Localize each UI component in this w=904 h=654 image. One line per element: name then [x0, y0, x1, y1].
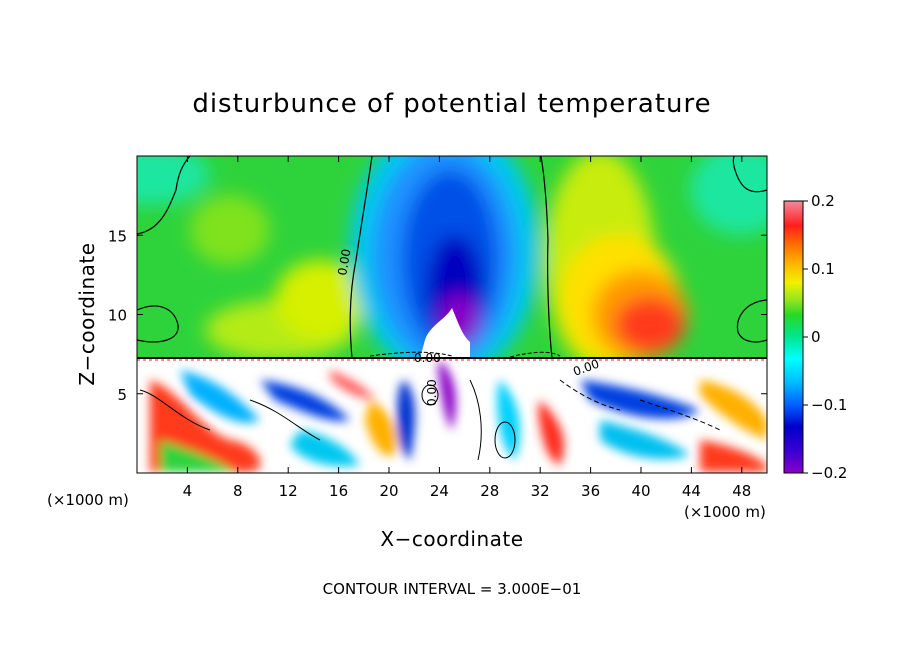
colorbar-tick-label: 0.2: [811, 192, 835, 210]
x-tick-label: 20: [379, 482, 398, 500]
colorbar-tick-label: 0.1: [811, 260, 835, 278]
chart-title: disturbunce of potential temperature: [192, 89, 711, 119]
colorbar-tick-label: −0.2: [811, 464, 847, 482]
colorbar-scale: [783, 200, 804, 474]
plot-area: [137, 156, 767, 473]
y-tick-label: 15: [108, 227, 127, 245]
x-tick-label: 24: [430, 482, 449, 500]
colorbar-tick-label: 0: [811, 328, 821, 346]
contour-label: 0.00: [414, 351, 441, 365]
colorbar: 0.2 0.1 0 −0.1 −0.2: [783, 192, 847, 482]
x-unit-left: (×1000 m): [47, 491, 129, 509]
x-tick-label: 36: [581, 482, 600, 500]
y-tick-label: 10: [108, 307, 127, 325]
contour-label: 0.00: [425, 379, 439, 406]
x-tick-label: 32: [531, 482, 550, 500]
x-axis-label: X−coordinate: [380, 527, 523, 551]
y-axis: 5 10 15: [108, 227, 767, 404]
upper-layer-field: [137, 156, 767, 358]
contour-label: 0.00: [335, 248, 353, 277]
lower-layer-field: [137, 358, 767, 473]
x-tick-label: 4: [183, 482, 193, 500]
y-tick-label: 5: [117, 386, 127, 404]
x-unit-right: (×1000 m): [684, 503, 766, 521]
x-tick-label: 8: [233, 482, 243, 500]
x-tick-label: 48: [732, 482, 751, 500]
x-tick-label: 12: [279, 482, 298, 500]
x-tick-label: 44: [682, 482, 701, 500]
x-tick-label: 28: [480, 482, 499, 500]
x-axis: 4 8 12 16 20 24 28 32 36 40 44 48: [183, 156, 751, 500]
x-tick-label: 16: [329, 482, 348, 500]
x-tick-label: 40: [631, 482, 650, 500]
colorbar-tick-label: −0.1: [811, 396, 847, 414]
y-axis-label: Z−coordinate: [75, 242, 99, 385]
contour-interval-note: CONTOUR INTERVAL = 3.000E−01: [323, 580, 582, 598]
